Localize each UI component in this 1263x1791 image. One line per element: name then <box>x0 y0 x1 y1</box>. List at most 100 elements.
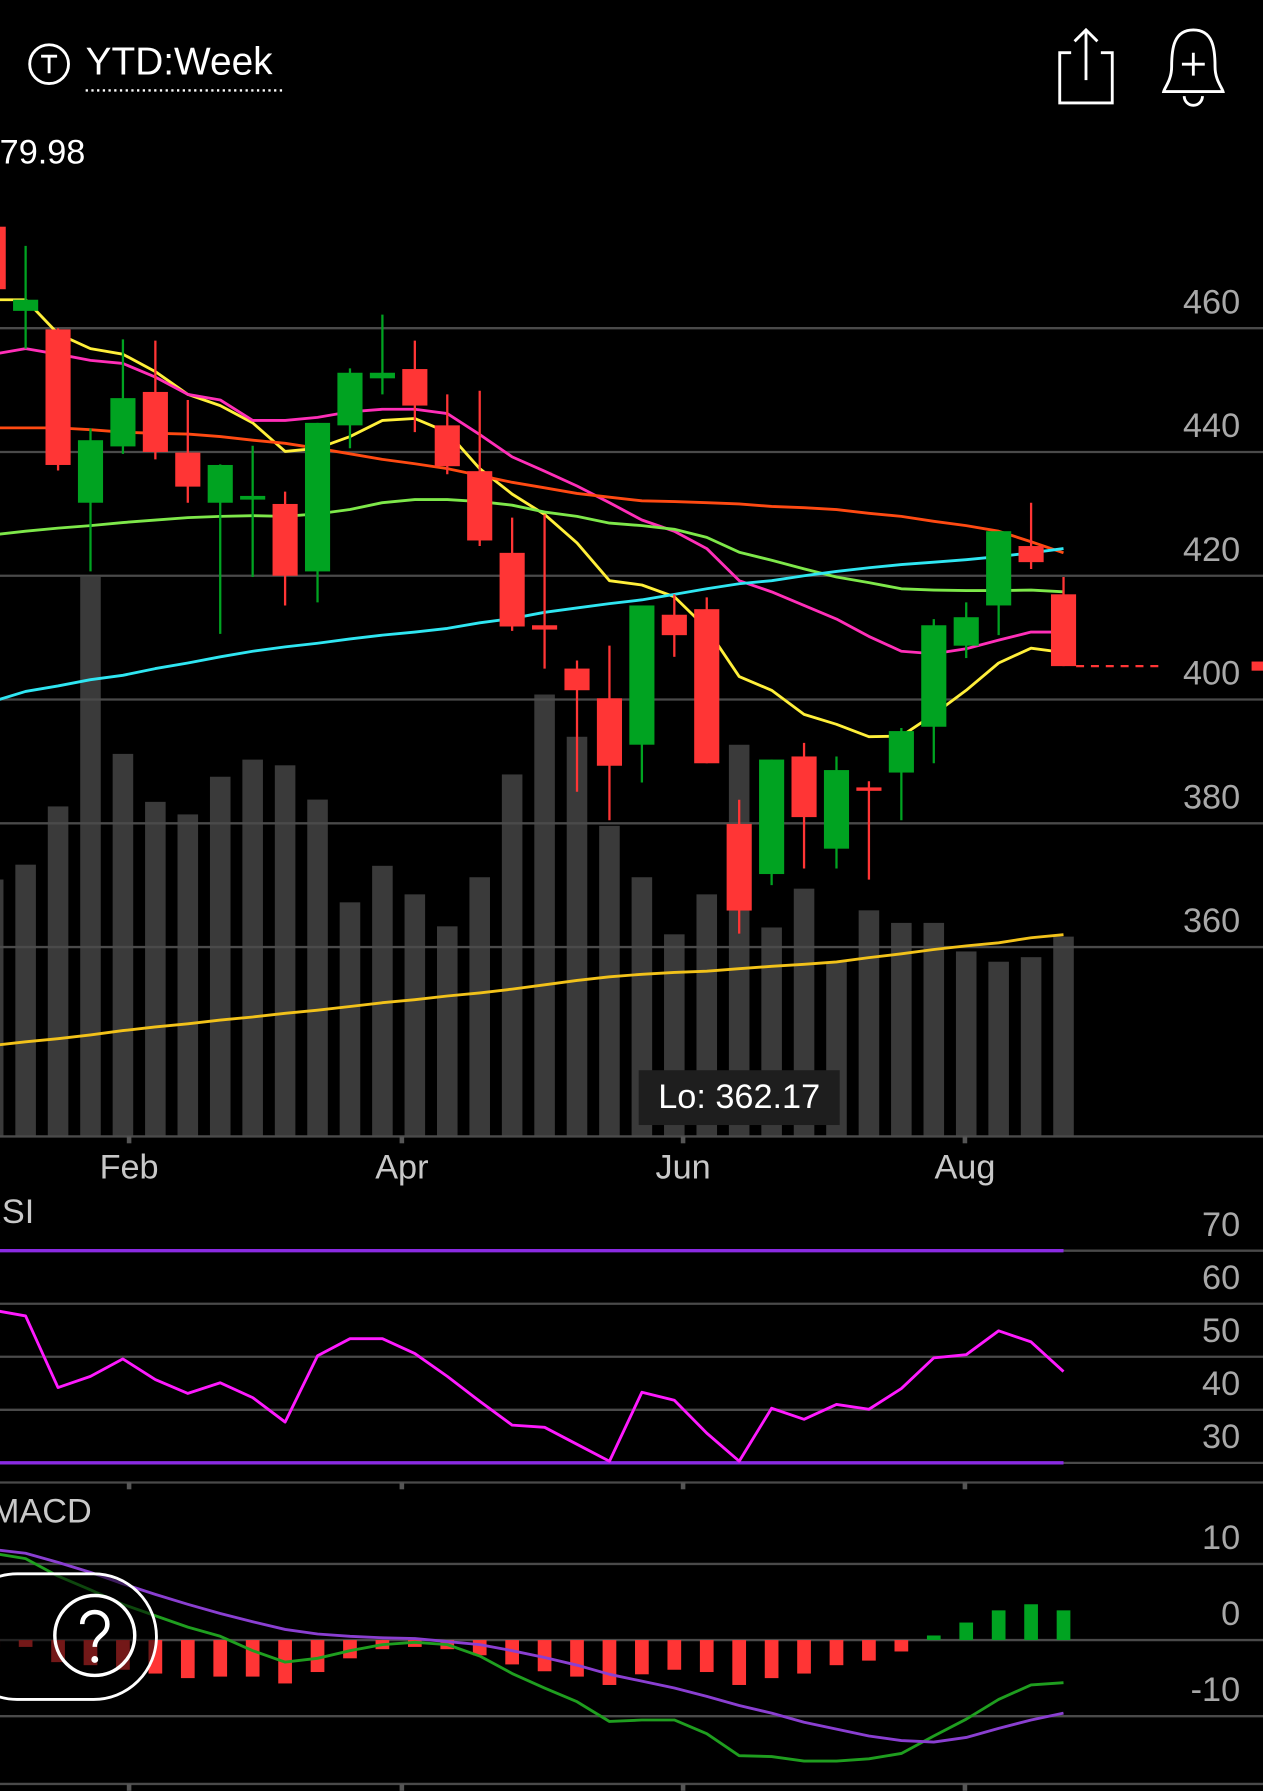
candle-body <box>434 425 460 467</box>
volume-bar <box>1053 936 1074 1137</box>
volume-bar <box>404 894 426 1137</box>
macd-histogram-bar <box>1056 1610 1071 1641</box>
macd-histogram-bar <box>570 1640 584 1677</box>
bell-plus <box>1181 52 1205 76</box>
y-tick-label: 40 <box>1202 1365 1240 1403</box>
volume-bar <box>80 576 101 1137</box>
volume-bar <box>339 902 361 1137</box>
candle-body <box>564 668 590 691</box>
volume-bar <box>469 877 490 1137</box>
help-button[interactable] <box>0 1572 158 1701</box>
help-circle <box>53 1593 137 1678</box>
macd-histogram-bar <box>732 1640 747 1685</box>
candle-body <box>77 440 104 503</box>
last-price-marker <box>1251 661 1263 671</box>
y-tick-label: 60 <box>1202 1259 1240 1297</box>
bell-clapper <box>1182 95 1204 107</box>
candle-body <box>759 759 785 875</box>
volume-bar <box>112 753 134 1137</box>
candle-body <box>856 787 882 791</box>
macd-histogram-bar <box>180 1640 195 1679</box>
volume-bar <box>0 879 4 1137</box>
candle-body <box>791 756 817 818</box>
low-label: Lo: 362.17 <box>658 1078 820 1116</box>
volume-bar <box>599 825 620 1137</box>
candle-body <box>207 464 233 503</box>
candle-body <box>402 369 428 406</box>
volume-bar <box>988 961 1009 1137</box>
y-tick-label: 0 <box>1221 1595 1240 1633</box>
candle-body <box>726 823 752 911</box>
volume-bar <box>307 799 328 1137</box>
y-tick-label: 400 <box>1183 655 1240 693</box>
candle-body <box>110 398 136 447</box>
candle-body <box>532 625 558 630</box>
macd-histogram-bar <box>213 1640 228 1677</box>
volume-bar <box>1020 957 1042 1137</box>
y-tick-label: 10 <box>1202 1519 1240 1557</box>
moving-average <box>0 547 1064 701</box>
macd-histogram-bar <box>764 1640 779 1679</box>
macd-title: MACD <box>0 1492 92 1530</box>
macd-histogram-bar <box>991 1610 1006 1641</box>
moving-average <box>0 298 1064 739</box>
help-question-dot <box>91 1656 99 1663</box>
volume-bar <box>955 951 977 1137</box>
candle-body <box>596 698 623 766</box>
macd-histogram-bar <box>343 1640 357 1659</box>
y-tick-label: 50 <box>1202 1312 1240 1350</box>
x-tick-label: Jun <box>655 1149 710 1187</box>
volume-bar <box>436 926 458 1137</box>
volume-bar <box>566 736 588 1137</box>
y-tick-label: 380 <box>1183 778 1240 816</box>
alert-button[interactable] <box>1161 28 1225 107</box>
candle-body <box>272 503 298 576</box>
macd-histogram-bar <box>862 1640 876 1661</box>
ticker-button[interactable]: YTD:Week <box>28 40 285 92</box>
macd-histogram-bar <box>894 1640 909 1652</box>
candle-body <box>467 471 493 541</box>
macd-histogram-bar <box>1024 1604 1038 1641</box>
y-tick-label: -10 <box>1191 1671 1241 1709</box>
moving-average <box>0 347 1064 656</box>
candle-body <box>921 625 947 727</box>
candle-body <box>0 226 6 290</box>
moving-average <box>0 426 1064 555</box>
rsi-line <box>0 1309 1065 1463</box>
macd-histogram-bar <box>602 1640 617 1685</box>
plot-area: 360380400420440460FebAprJunAug479.98Lo: … <box>0 133 1263 1791</box>
candle-body <box>694 609 720 764</box>
macd-histogram-bar <box>926 1635 941 1641</box>
rsi-title: RSI <box>0 1193 34 1231</box>
ticker-icon-t <box>41 54 58 74</box>
candle-body <box>1018 546 1044 563</box>
y-tick-label: 30 <box>1202 1418 1240 1456</box>
macd-histogram-bar <box>505 1640 519 1665</box>
moving-average <box>0 933 1064 1047</box>
low-label-box <box>638 1070 840 1126</box>
ticker-icon <box>28 43 70 85</box>
share-box <box>1058 51 1114 105</box>
candle-body <box>629 605 655 745</box>
macd-histogram-bar <box>667 1640 682 1670</box>
volume-bar <box>209 776 231 1137</box>
macd-signal <box>0 1548 1064 1744</box>
candle-body <box>499 552 525 627</box>
macd-line <box>0 1552 1064 1763</box>
candle-body <box>142 391 168 452</box>
volume-bar <box>274 765 296 1137</box>
x-tick-label: Apr <box>375 1149 428 1187</box>
candle-body <box>45 329 71 465</box>
macd-histogram-bar <box>797 1640 811 1674</box>
candle-body <box>13 299 39 311</box>
candle-body <box>175 452 201 487</box>
volume-bar <box>858 910 880 1137</box>
volume-bar <box>177 814 199 1137</box>
macd-histogram-bar <box>829 1640 844 1666</box>
y-tick-label: 420 <box>1183 531 1240 569</box>
timeframe-label[interactable]: YTD:Week <box>86 40 274 83</box>
share-button[interactable] <box>1058 27 1114 105</box>
macd-histogram-bar <box>699 1640 714 1673</box>
macd-histogram-bar <box>537 1640 552 1672</box>
